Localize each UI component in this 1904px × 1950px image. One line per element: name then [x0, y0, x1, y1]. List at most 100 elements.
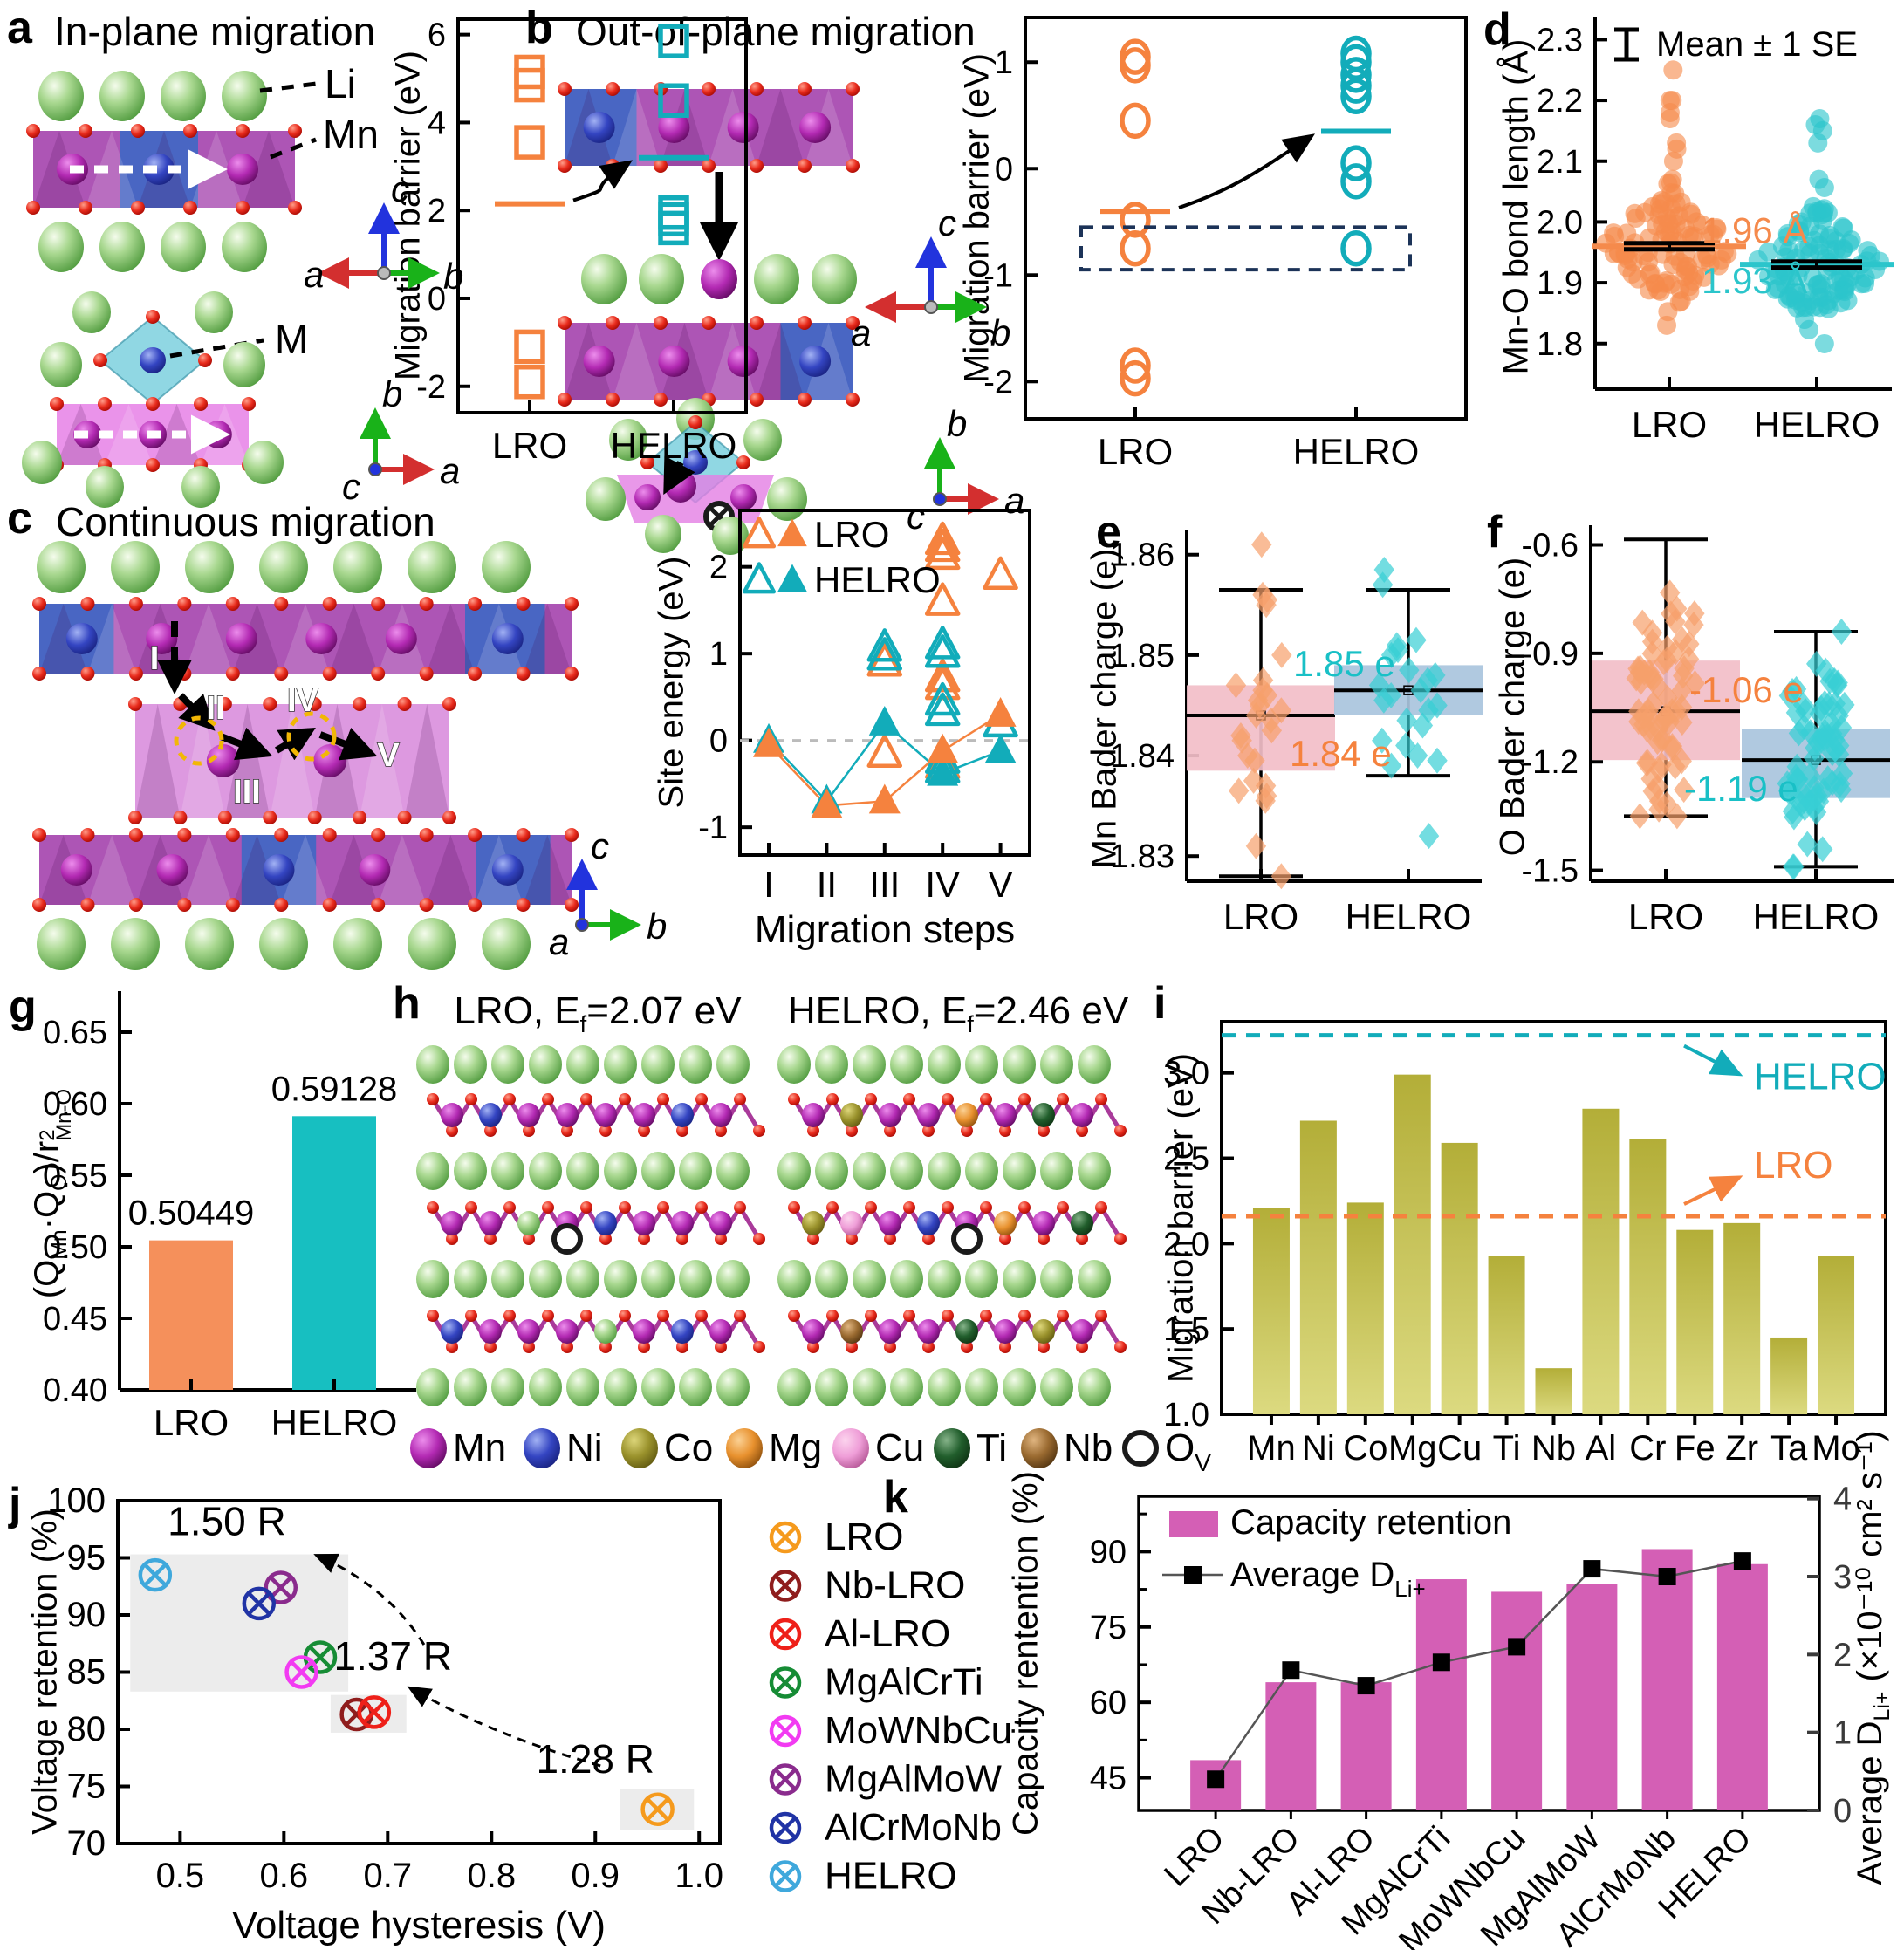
panel-k-label: k — [883, 1472, 908, 1522]
triangle-marker — [924, 681, 961, 716]
atom-sphere — [1076, 1233, 1088, 1245]
y-tick-label: 1.0 — [1163, 1397, 1209, 1433]
y-tick-label: 1.5 — [1163, 1311, 1209, 1348]
legend-mg: Mg — [769, 1427, 822, 1469]
right-tick-label: 1 — [1833, 1715, 1852, 1752]
atom-sphere — [716, 1152, 750, 1190]
atom-sphere — [994, 1211, 1017, 1235]
atom-sphere — [146, 458, 160, 472]
atom-sphere — [638, 1125, 650, 1137]
atom-sphere — [798, 393, 812, 407]
category-label: HELRO — [1753, 896, 1880, 937]
atom-sphere — [638, 1233, 650, 1245]
atom-sphere — [128, 697, 142, 711]
atom-sphere — [999, 1125, 1011, 1137]
atom-sphere — [961, 1341, 973, 1353]
y-tick-label: 0.45 — [43, 1301, 107, 1338]
atom-sphere — [128, 597, 143, 611]
atom-sphere — [371, 667, 386, 681]
atom-sphere — [446, 1341, 458, 1353]
atom-sphere — [333, 541, 382, 593]
atom-sphere — [826, 1310, 839, 1322]
atom-sphere — [416, 1260, 449, 1298]
atom-sphere — [807, 1233, 819, 1245]
atom-sphere — [479, 1211, 502, 1235]
atom-sphere — [313, 744, 347, 777]
diamond-marker — [1818, 765, 1839, 792]
atom-sphere — [965, 1152, 998, 1190]
atom-sphere — [517, 1319, 540, 1344]
y-tick-label: 1 — [995, 44, 1013, 81]
li-layer — [37, 918, 531, 970]
li-layer — [777, 1045, 1111, 1084]
atom-sphere — [111, 918, 160, 970]
atom-sphere — [558, 393, 572, 407]
y-tick-label: 1.84 — [1110, 738, 1175, 775]
mean-shift-arrow — [572, 160, 633, 202]
x-tick-label: Zr — [1725, 1429, 1758, 1468]
atom-sphere — [599, 1233, 612, 1245]
x-axis-label: Migration steps — [755, 908, 1015, 951]
bar-al — [1582, 1108, 1620, 1414]
atom-sphere — [491, 1368, 524, 1406]
atom-sphere — [556, 1319, 579, 1344]
atom-sphere — [928, 1045, 961, 1084]
bar-mgalmow — [1566, 1584, 1618, 1810]
y-tick-label: 2.0 — [1537, 204, 1583, 241]
x-tick-label: Mn — [1247, 1429, 1296, 1468]
atom-sphere — [695, 1093, 708, 1105]
lro-swarm — [1596, 60, 1737, 335]
bar-mownbcu — [1491, 1591, 1543, 1810]
atom-sphere — [1071, 1319, 1093, 1344]
diamond-marker — [1811, 728, 1832, 755]
atom-sphere — [583, 346, 615, 377]
triangle-marker — [742, 517, 777, 549]
diamond-marker — [1638, 698, 1659, 725]
y-tick-label: 1.83 — [1110, 838, 1175, 875]
atom-sphere — [999, 1341, 1011, 1353]
atom-sphere — [305, 623, 338, 654]
helro-points — [1340, 35, 1372, 267]
atom-sphere — [32, 667, 46, 681]
atom-sphere — [676, 1341, 688, 1353]
atom-sphere — [566, 1368, 599, 1406]
triangle-marker — [984, 697, 1017, 727]
atom-sphere — [225, 898, 240, 912]
chart-outofplane-migration: -2 -1 0 1 LRO HELRO — [983, 16, 1468, 472]
atom-sphere — [561, 1341, 573, 1353]
atom-sphere — [994, 1103, 1017, 1127]
y-tick-label: 2 — [428, 193, 446, 229]
atom-sphere — [274, 898, 289, 912]
atom-sphere — [1095, 1093, 1107, 1105]
atom-sphere — [917, 1319, 940, 1344]
atom-sphere — [641, 1260, 675, 1298]
atom-sphere — [263, 811, 277, 824]
atom-sphere — [441, 1319, 463, 1344]
dli-marker — [1583, 1560, 1601, 1578]
diamond-marker — [1813, 777, 1834, 804]
atom-sphere — [465, 1093, 477, 1105]
x-tick-label: IV — [925, 864, 960, 905]
atom-sphere — [98, 397, 112, 411]
atom-sphere — [1078, 1260, 1111, 1298]
y-tick-label: 0 — [709, 723, 728, 760]
atom-sphere — [826, 1201, 839, 1214]
step-roman-V: V — [377, 737, 400, 774]
atom-sphere — [788, 1201, 800, 1214]
x-tick-label: 0.9 — [571, 1857, 620, 1895]
atom-sphere — [1095, 1310, 1107, 1322]
atom-sphere — [1003, 1260, 1036, 1298]
atom-sphere — [22, 441, 62, 484]
triangle-marker — [924, 692, 961, 727]
atom-sphere — [928, 1368, 961, 1406]
category-label: HELRO — [1293, 431, 1420, 472]
bar-al-lro — [1340, 1682, 1392, 1810]
diamond-marker — [1396, 707, 1417, 734]
atom-sphere — [879, 1211, 901, 1235]
atom-sphere — [454, 1260, 487, 1298]
atom-sphere — [609, 419, 647, 461]
li-layer — [416, 1152, 750, 1190]
atom-sphere — [1057, 1310, 1069, 1322]
atom-sphere — [1032, 1103, 1055, 1127]
atom-sphere — [750, 82, 764, 96]
